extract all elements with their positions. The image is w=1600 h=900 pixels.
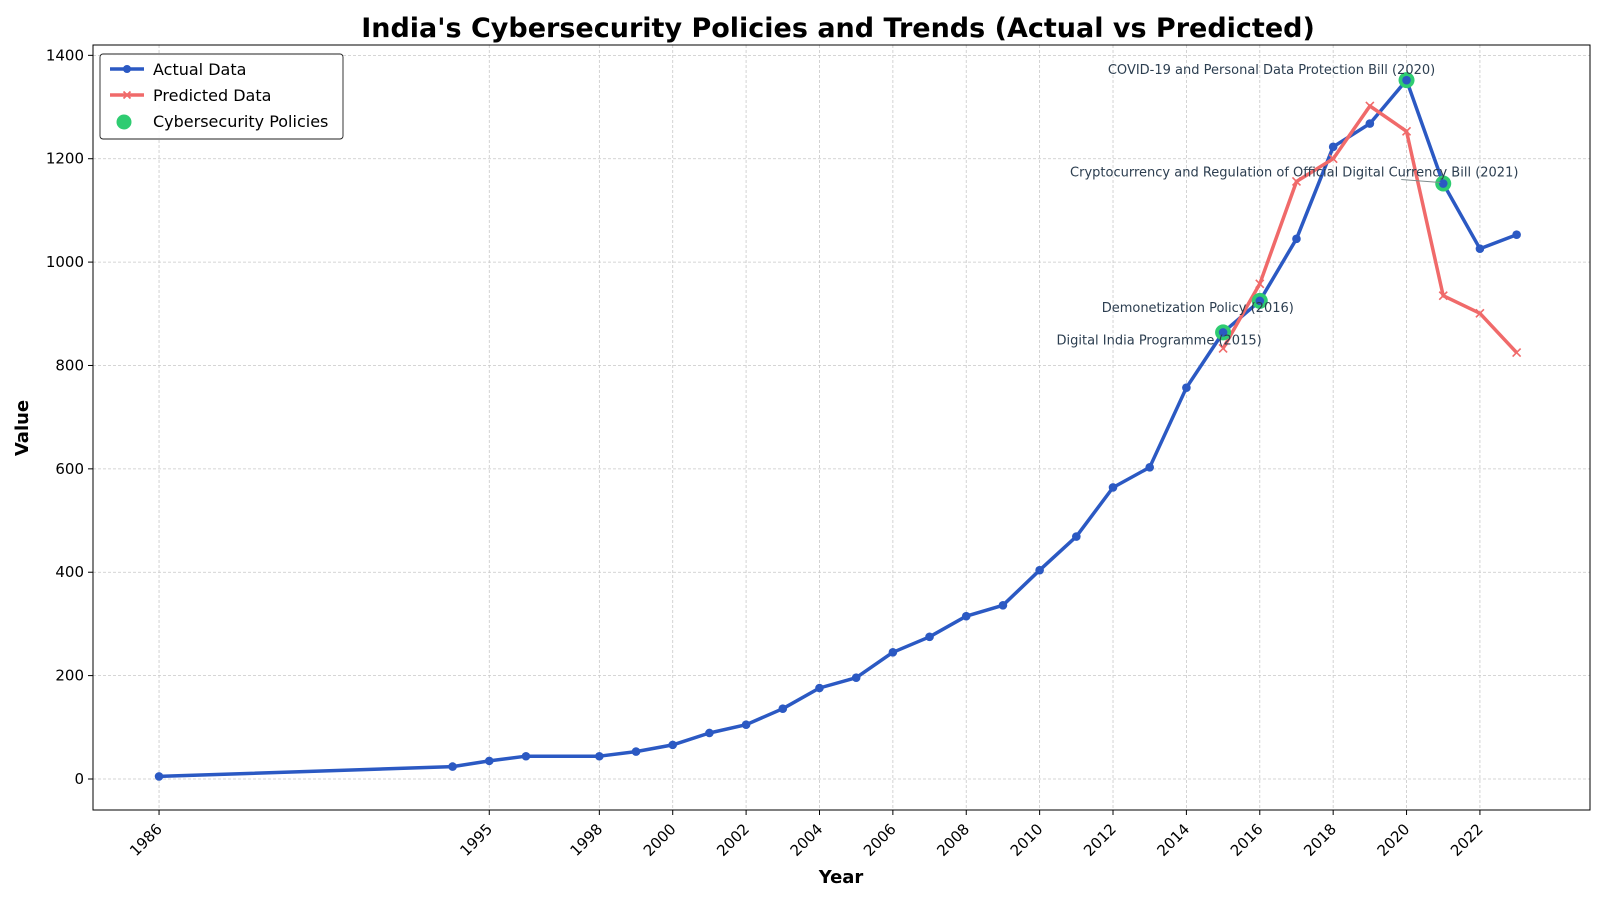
- y-tick-label: 1200: [46, 150, 84, 168]
- y-axis-ticks: 0 200 400 600 800 1000 1200 1400: [46, 46, 93, 788]
- x-tick-label: 2020: [1374, 820, 1414, 860]
- x-axis-label: Year: [818, 867, 864, 888]
- annotations-layer: Digital India Programme (2015) Demonetiza…: [1056, 63, 1518, 348]
- legend-policies-marker: [116, 114, 132, 130]
- actual-data-point: [1218, 328, 1228, 337]
- policy-annotation: Cryptocurrency and Regulation of Officia…: [1070, 166, 1518, 181]
- x-tick-label: 2022: [1447, 820, 1487, 860]
- actual-data-point: [815, 683, 824, 693]
- actual-data-line: [158, 78, 1518, 779]
- predicted-data-point: [1291, 176, 1302, 187]
- grid-lines: [93, 45, 1590, 810]
- predicted-data-point: [1438, 291, 1448, 301]
- y-tick-label: 600: [55, 460, 84, 478]
- actual-data-point: [668, 740, 678, 750]
- legend: Actual Data Predicted Data Cybersecurity…: [99, 53, 344, 140]
- actual-data-point: [851, 673, 861, 682]
- legend-actual-label: Actual Data: [153, 60, 246, 79]
- actual-data-point: [1438, 179, 1448, 188]
- actual-data-point: [1292, 234, 1301, 244]
- legend-actual-marker: [123, 65, 131, 73]
- x-tick-label: 2004: [787, 820, 827, 860]
- y-tick-label: 1400: [46, 46, 84, 64]
- actual-data-point: [521, 751, 531, 761]
- actual-data-point: [1255, 296, 1265, 306]
- actual-data-point: [925, 632, 934, 642]
- chart-title: India's Cybersecurity Policies and Trend…: [361, 13, 1315, 44]
- x-tick-label: 2012: [1080, 820, 1120, 860]
- predicted-data-point: [1255, 279, 1265, 289]
- legend-policies-label: Cybersecurity Policies: [153, 112, 328, 131]
- predicted-data-point: [1365, 101, 1375, 111]
- actual-data-point: [1072, 532, 1081, 541]
- legend-predicted-label: Predicted Data: [153, 86, 271, 105]
- policy-annotation: Digital India Programme (2015): [1056, 333, 1261, 348]
- x-tick-label: 2006: [860, 820, 900, 860]
- legend-box: [99, 53, 344, 140]
- actual-data-point: [1145, 463, 1155, 472]
- x-tick-label: 2002: [713, 820, 753, 860]
- policy-annotation: Demonetization Policy (2016): [1102, 301, 1294, 316]
- actual-data-point: [448, 762, 457, 771]
- actual-data-point: [778, 704, 788, 713]
- legend-predicted-marker: [122, 90, 132, 100]
- actual-data-point: [1182, 383, 1191, 392]
- annotation-arrow: [1401, 179, 1441, 184]
- x-tick-label: 2010: [1007, 820, 1047, 860]
- actual-data-point: [1035, 565, 1044, 575]
- predicted-data-point: [1512, 347, 1522, 358]
- x-tick-label: 1986: [126, 820, 166, 860]
- y-axis-label: Value: [12, 400, 33, 456]
- predicted-data-point: [1475, 308, 1485, 318]
- actual-data-point: [1108, 483, 1118, 492]
- actual-data-point: [741, 720, 751, 730]
- actual-data-point: [1402, 75, 1411, 85]
- x-tick-label: 1998: [566, 820, 606, 860]
- y-tick-label: 0: [74, 770, 84, 788]
- actual-data-point: [998, 601, 1008, 610]
- plot-frame: [92, 44, 1591, 811]
- actual-data-point: [154, 772, 164, 781]
- predicted-data-point: [1401, 126, 1412, 136]
- y-tick-label: 1000: [46, 253, 84, 271]
- actual-data-point: [961, 611, 971, 621]
- actual-data-point: [595, 751, 604, 761]
- actual-data-point: [1328, 142, 1338, 152]
- actual-data-point: [888, 648, 898, 657]
- predicted-data-point: [1328, 154, 1338, 164]
- predicted-data-point: [1218, 343, 1228, 353]
- actual-data-point: [1475, 244, 1485, 253]
- actual-data-point: [484, 756, 494, 766]
- x-tick-label: 2016: [1227, 820, 1267, 860]
- x-tick-label: 2000: [640, 820, 680, 860]
- series-layer: [154, 72, 1522, 781]
- x-tick-label: 2014: [1153, 820, 1193, 860]
- actual-data-point: [705, 728, 714, 738]
- x-tick-label: 2018: [1300, 820, 1340, 860]
- y-tick-label: 200: [55, 667, 84, 685]
- actual-data-point: [1365, 119, 1375, 128]
- x-tick-label: 2008: [933, 820, 973, 860]
- y-tick-label: 800: [55, 356, 84, 374]
- actual-data-point: [631, 747, 641, 756]
- y-tick-label: 400: [55, 563, 84, 581]
- x-axis-ticks: 1986 1995 1998 2000 2002 2004 2006 2008 2010 2012…: [126, 810, 1487, 860]
- actual-data-point: [1512, 230, 1521, 239]
- policy-annotation: COVID-19 and Personal Data Protection Bi…: [1108, 63, 1435, 78]
- x-tick-label: 1995: [456, 820, 496, 860]
